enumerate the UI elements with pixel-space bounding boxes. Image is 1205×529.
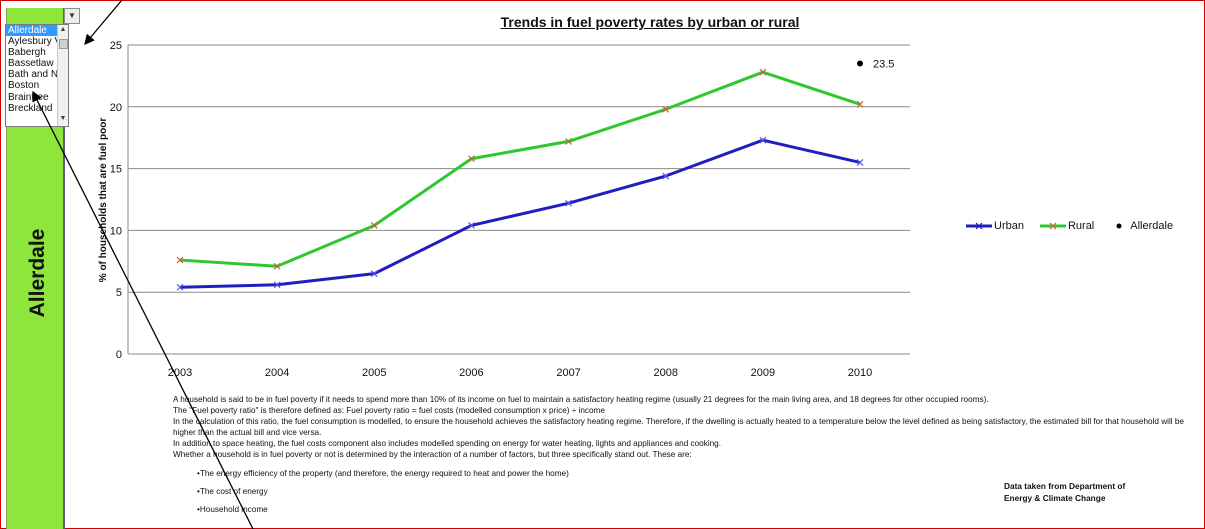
data-point-marker	[468, 222, 475, 229]
data-point-marker	[662, 172, 670, 180]
y-tick-label: 15	[110, 164, 122, 176]
data-point-marker	[273, 262, 281, 270]
area-list-item[interactable]: Bassetlaw	[8, 58, 54, 70]
x-tick-label: 2008	[653, 367, 677, 379]
data-point-marker	[273, 281, 281, 289]
series-line-urban	[179, 138, 861, 289]
dropdown-arrow-button[interactable]: ▼	[64, 8, 80, 24]
legend-line-urban	[966, 222, 992, 230]
factor-item: •The energy efficiency of the property (…	[197, 469, 569, 478]
area-list-item[interactable]: Breckland	[8, 102, 53, 114]
chart-legend: Urban Rural Allerdale	[966, 218, 1189, 234]
y-tick-label: 5	[116, 287, 122, 299]
source-line: Data taken from Department of	[1004, 481, 1126, 491]
data-label-allerdale: 23.5	[873, 59, 894, 71]
data-point-marker	[662, 105, 670, 113]
data-point-marker	[370, 222, 378, 229]
x-tick-label: 2004	[265, 367, 289, 379]
factor-item: •Household income	[197, 505, 268, 514]
data-point-marker	[856, 100, 864, 108]
legend-item-allerdale: Allerdale	[1110, 220, 1173, 232]
y-tick-label: 10	[110, 225, 122, 237]
y-axis-label: % of households that are fuel poor	[98, 118, 109, 283]
y-tick-label: 0	[116, 349, 122, 361]
x-tick-label: 2005	[362, 367, 386, 379]
legend-label-rural: Rural	[1067, 220, 1095, 232]
x-tick-label: 2009	[751, 367, 775, 379]
area-list-item[interactable]: Aylesbury Vale	[8, 36, 60, 48]
scroll-up-icon[interactable]: ▲	[59, 26, 67, 33]
series-line-rural	[179, 70, 861, 268]
chart-title: Trends in fuel poverty rates by urban or…	[500, 14, 800, 30]
scroll-down-icon[interactable]: ▼	[59, 115, 67, 122]
data-point-marker	[565, 137, 572, 145]
x-tick-label: 2006	[459, 367, 483, 379]
note-paragraph: A household is said to be in fuel povert…	[173, 395, 989, 404]
chevron-down-icon: ▼	[68, 11, 76, 20]
legend-line-rural	[1039, 222, 1066, 230]
note-paragraph: In addition to space heating, the fuel c…	[173, 439, 722, 448]
data-point-marker	[565, 199, 572, 207]
legend-item-rural: Rural	[1039, 220, 1095, 232]
area-list-item[interactable]: Boston	[8, 80, 40, 92]
data-point-marker	[370, 270, 378, 278]
x-tick-label: 2010	[848, 367, 872, 379]
scroll-thumb[interactable]	[59, 39, 68, 49]
legend-item-urban: Urban	[966, 220, 1024, 232]
x-tick-label: 2003	[168, 367, 192, 379]
area-list-item[interactable]: Allerdale	[6, 25, 60, 37]
y-tick-label: 25	[110, 40, 122, 52]
listbox-scrollbar[interactable]: ▲ ▼	[57, 25, 68, 126]
note-paragraph: Whether a household is in fuel poverty o…	[173, 450, 692, 459]
data-point-marker	[759, 136, 767, 144]
legend-label-allerdale: Allerdale	[1130, 220, 1174, 232]
area-list-item[interactable]: Babergh	[8, 47, 46, 59]
y-tick-label: 20	[110, 102, 122, 114]
source-line: Energy & Climate Change	[1004, 493, 1106, 503]
legend-dot-allerdale	[1116, 223, 1122, 229]
area-list-item[interactable]: Bath and North East Somerset	[8, 69, 60, 81]
note-paragraph: The "Fuel poverty ratio" is therefore de…	[173, 406, 605, 415]
legend-label-urban: Urban	[994, 220, 1024, 232]
data-point-marker	[759, 68, 767, 76]
x-tick-label: 2007	[556, 367, 580, 379]
data-point-marker	[468, 155, 475, 163]
data-point-marker	[856, 158, 864, 166]
data-source-note: Data taken from Department of Energy & C…	[1004, 480, 1164, 504]
note-paragraph: In the calculation of this ratio, the fu…	[173, 417, 1184, 437]
area-list-item[interactable]: Braintree	[8, 91, 49, 103]
data-point-allerdale	[857, 60, 863, 67]
